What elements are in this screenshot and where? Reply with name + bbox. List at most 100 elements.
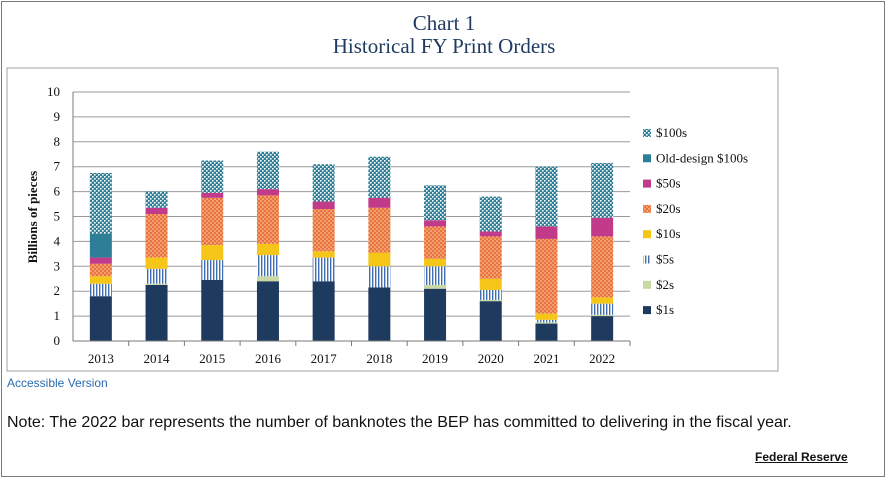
bar-segment [424,226,447,259]
bar-segment [201,260,224,280]
bar-segment [479,236,502,279]
bar-segment [89,233,112,258]
legend-swatch [643,230,651,239]
bar-segment [368,197,391,208]
bar-segment [312,209,335,252]
legend-swatch [643,306,651,315]
bar-segment [424,258,447,267]
bar-segment [591,316,614,341]
y-axis-label: Billions of pieces [25,171,40,263]
x-tick-label: 2013 [88,351,114,366]
x-tick-label: 2015 [199,351,225,366]
x-tick-label: 2018 [366,351,392,366]
bar-segment [479,299,502,302]
bar-segment [424,220,447,227]
bar-segment [368,252,391,267]
y-tick-label: 8 [54,134,61,149]
bar-segment [535,319,558,323]
bar-segment [89,263,112,277]
bar-segment [89,172,112,234]
bar-segment [145,214,168,258]
bar-segment [89,257,112,264]
x-tick-label: 2016 [255,351,282,366]
y-tick-label: 6 [54,184,61,199]
bar-segment [256,195,279,244]
y-tick-label: 0 [54,333,61,348]
x-tick-label: 2020 [478,351,504,366]
bar-segment [89,276,112,284]
y-tick-label: 7 [54,159,61,174]
bar-segment [591,303,614,315]
bar-segment [201,192,224,198]
bar-segment [591,236,614,298]
bar-segment [256,276,279,282]
bar-segment [145,191,168,208]
chart-title-line1: Chart 1 [412,11,476,35]
bar-segment [312,164,335,202]
bar-segment [89,296,112,341]
bar-segment [424,284,447,289]
y-tick-label: 9 [54,109,61,124]
bar-segment [479,196,502,232]
legend-label: $20s [656,201,681,216]
bar-segment [145,207,168,215]
y-tick-label: 2 [54,283,61,298]
bar-segment [201,279,224,341]
bar-segment [368,266,391,288]
bar-segment [312,257,335,282]
bar-segment [591,217,614,237]
legend-label: Old-design $100s [656,150,748,165]
bar-segment [256,281,279,341]
legend-swatch [643,280,651,289]
bar-segment [145,284,168,341]
bar-segment [535,313,558,320]
bar-segment [424,266,447,285]
bar-segment [201,245,224,261]
legend-label: $50s [656,176,681,191]
legend-swatch [643,204,651,213]
legend-swatch [643,154,651,163]
bar-segment [256,255,279,277]
legend-label: $100s [656,125,687,140]
legend-label: $1s [656,302,674,317]
bar-segment [479,278,502,290]
source-label: Federal Reserve [755,450,848,464]
x-tick-label: 2021 [533,351,559,366]
bar-segment [424,185,447,221]
bar-segment [424,288,447,341]
chart-title-line2: Historical FY Print Orders [332,34,556,58]
accessible-version-link[interactable]: Accessible Version [7,376,108,390]
bar-segment [256,151,279,190]
bar-segment [145,268,168,284]
x-tick-label: 2019 [422,351,448,366]
legend-label: $5s [656,252,674,267]
y-tick-label: 10 [47,84,60,99]
bar-segment [535,166,558,227]
bar-segment [479,289,502,300]
bar-segment [256,189,279,196]
bar-segment [368,156,391,198]
bar-segment [479,301,502,341]
legend-swatch [643,255,651,264]
chart-note: Note: The 2022 bar represents the number… [7,414,792,431]
bar-segment [591,314,614,317]
bar-segment [89,283,112,297]
bar-segment [591,297,614,304]
bar-segment [312,281,335,341]
x-tick-label: 2014 [144,351,171,366]
y-tick-label: 3 [54,258,61,273]
bar-segment [535,323,558,341]
bar-segment [368,207,391,253]
bar-segment [145,257,168,269]
bar-segment [479,231,502,237]
plot-border [6,67,779,372]
bar-segment [591,162,614,218]
bar-segment [312,201,335,210]
x-tick-label: 2017 [311,351,338,366]
bar-segment [312,251,335,258]
bar-segment [145,283,168,285]
legend-swatch [643,179,651,188]
legend-label: $10s [656,226,681,241]
bar-segment [535,322,558,324]
